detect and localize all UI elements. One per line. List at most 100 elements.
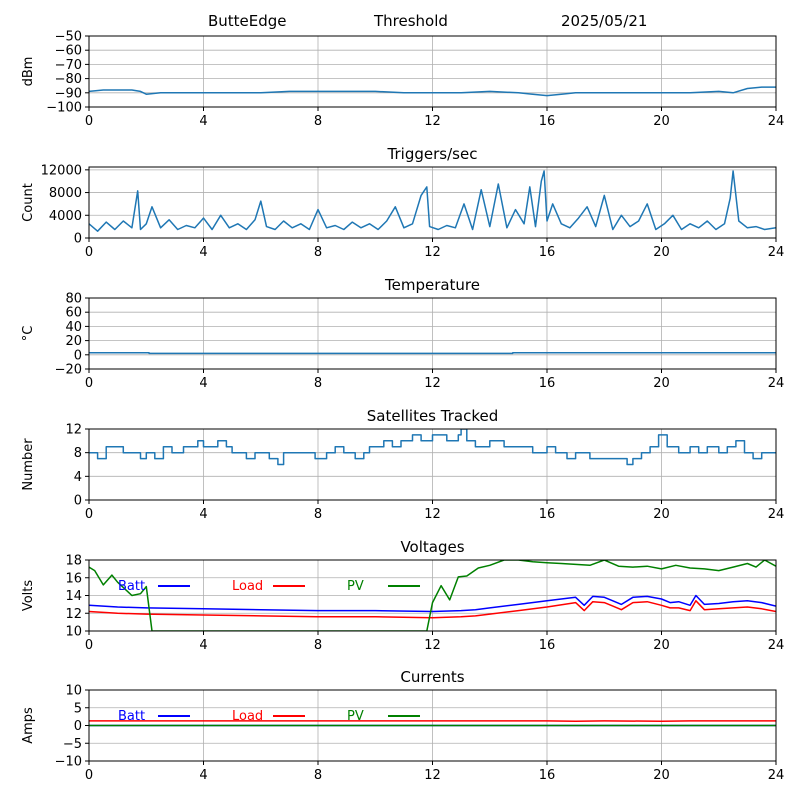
y-tick-label: 0 bbox=[74, 232, 82, 247]
y-tick-label: 0 bbox=[74, 348, 82, 363]
x-tick-label: 16 bbox=[539, 638, 556, 653]
y-tick-label: −80 bbox=[55, 72, 82, 87]
y-tick-label: −5 bbox=[63, 737, 82, 752]
chart-title: Triggers/sec bbox=[387, 145, 478, 163]
x-tick-label: 24 bbox=[768, 507, 785, 522]
y-tick-label: 20 bbox=[65, 334, 82, 349]
legend-label-batt: Batt bbox=[118, 579, 145, 594]
x-tick-label: 0 bbox=[85, 638, 93, 653]
x-tick-label: 20 bbox=[653, 768, 670, 783]
x-tick-label: 12 bbox=[424, 376, 441, 391]
chart-currents: 0 4 8 12 16 20 24 −10 −5 0 5 10 Currents Amps Batt Load… bbox=[21, 668, 784, 783]
x-tick-label: 4 bbox=[199, 507, 207, 522]
x-tick-label: 8 bbox=[314, 376, 322, 391]
x-tick-label: 16 bbox=[539, 114, 556, 129]
header-mode: Threshold bbox=[373, 12, 448, 30]
x-tick-label: 0 bbox=[85, 768, 93, 783]
x-tick-label: 8 bbox=[314, 768, 322, 783]
y-tick-label: −20 bbox=[55, 363, 82, 378]
y-tick-label: −60 bbox=[55, 44, 82, 59]
y-tick-label: 0 bbox=[74, 494, 82, 509]
y-tick-label: 10 bbox=[65, 625, 82, 640]
y-tick-label: 18 bbox=[65, 554, 82, 569]
chart-title: Voltages bbox=[400, 538, 464, 556]
series-line-load bbox=[89, 600, 776, 619]
y-tick-label: 16 bbox=[65, 571, 82, 586]
y-tick-label: 0 bbox=[74, 719, 82, 734]
x-tick-label: 4 bbox=[199, 638, 207, 653]
y-axis-label: Volts bbox=[21, 580, 36, 612]
y-tick-label: 8 bbox=[74, 446, 82, 461]
y-tick-label: −90 bbox=[55, 86, 82, 101]
x-tick-label: 24 bbox=[768, 638, 785, 653]
x-tick-label: 0 bbox=[85, 245, 93, 260]
x-tick-label: 4 bbox=[199, 376, 207, 391]
x-tick-label: 12 bbox=[424, 245, 441, 260]
x-tick-label: 0 bbox=[85, 376, 93, 391]
chart-title: Temperature bbox=[384, 276, 480, 294]
x-tick-label: 24 bbox=[768, 376, 785, 391]
legend-label-pv: PV bbox=[347, 709, 364, 724]
header-date: 2025/05/21 bbox=[561, 12, 647, 30]
x-tick-label: 12 bbox=[424, 507, 441, 522]
x-tick-label: 20 bbox=[653, 245, 670, 260]
x-tick-label: 24 bbox=[768, 245, 785, 260]
x-tick-label: 16 bbox=[539, 768, 556, 783]
y-tick-label: 40 bbox=[65, 320, 82, 335]
series-line-temperature bbox=[89, 351, 776, 355]
x-tick-label: 0 bbox=[85, 114, 93, 129]
x-tick-label: 12 bbox=[424, 768, 441, 783]
x-tick-label: 0 bbox=[85, 507, 93, 522]
x-tick-label: 16 bbox=[539, 507, 556, 522]
y-tick-label: 12000 bbox=[41, 163, 82, 178]
legend-label-pv: PV bbox=[347, 579, 364, 594]
series-line-threshold bbox=[89, 86, 776, 97]
legend-label-batt: Batt bbox=[118, 709, 145, 724]
x-tick-label: 8 bbox=[314, 245, 322, 260]
y-tick-label: 14 bbox=[65, 589, 82, 604]
x-tick-label: 4 bbox=[199, 245, 207, 260]
y-tick-label: 12 bbox=[65, 607, 82, 622]
y-axis-label: Amps bbox=[21, 707, 36, 744]
x-tick-label: 20 bbox=[653, 114, 670, 129]
chart-threshold: 0 4 8 12 16 20 24 −100−90−80−70−60−50 dBm bbox=[21, 30, 784, 130]
header-station: ButteEdge bbox=[208, 12, 287, 30]
y-tick-label: 4000 bbox=[49, 209, 82, 224]
x-tick-label: 24 bbox=[768, 768, 785, 783]
y-axis-label: Count bbox=[21, 183, 36, 222]
y-tick-label: 60 bbox=[65, 306, 82, 321]
y-tick-label: 80 bbox=[65, 292, 82, 307]
chart-satellites: 0 4 8 12 16 20 24 0 4 8 12 Satellites Tracked Number bbox=[21, 407, 784, 522]
chart-triggers: 0 4 8 12 16 20 24 0 4000 8000 12000 Triggers/sec Cou… bbox=[21, 145, 784, 260]
y-tick-label: −100 bbox=[46, 101, 82, 116]
series-line-satellites bbox=[89, 429, 776, 466]
y-tick-label: 10 bbox=[65, 684, 82, 699]
y-tick-label: 12 bbox=[65, 423, 82, 438]
chart-title: Currents bbox=[400, 668, 464, 686]
legend-label-load: Load bbox=[232, 579, 263, 594]
x-tick-label: 20 bbox=[653, 507, 670, 522]
chart-title: Satellites Tracked bbox=[367, 407, 498, 425]
y-tick-label: 5 bbox=[74, 701, 82, 716]
y-axis-label: dBm bbox=[21, 57, 36, 87]
y-tick-label: 4 bbox=[74, 470, 82, 485]
x-tick-label: 20 bbox=[653, 376, 670, 391]
chart-voltages: 0 4 8 12 16 20 24 10 12 14 16 18 Voltages Volts Batt Lo… bbox=[21, 538, 784, 653]
series-line-pv bbox=[89, 560, 776, 631]
x-tick-label: 16 bbox=[539, 245, 556, 260]
y-axis-label: Number bbox=[21, 438, 36, 491]
x-tick-label: 8 bbox=[314, 638, 322, 653]
y-tick-label: −50 bbox=[55, 30, 82, 45]
series-line-batt bbox=[89, 594, 776, 613]
x-tick-label: 8 bbox=[314, 114, 322, 129]
x-tick-label: 16 bbox=[539, 376, 556, 391]
y-tick-label: −10 bbox=[55, 755, 82, 770]
legend-label-load: Load bbox=[232, 709, 263, 724]
x-tick-label: 24 bbox=[768, 114, 785, 129]
series-line-triggers bbox=[89, 170, 776, 232]
x-tick-label: 8 bbox=[314, 507, 322, 522]
x-tick-label: 12 bbox=[424, 114, 441, 129]
x-tick-label: 20 bbox=[653, 638, 670, 653]
